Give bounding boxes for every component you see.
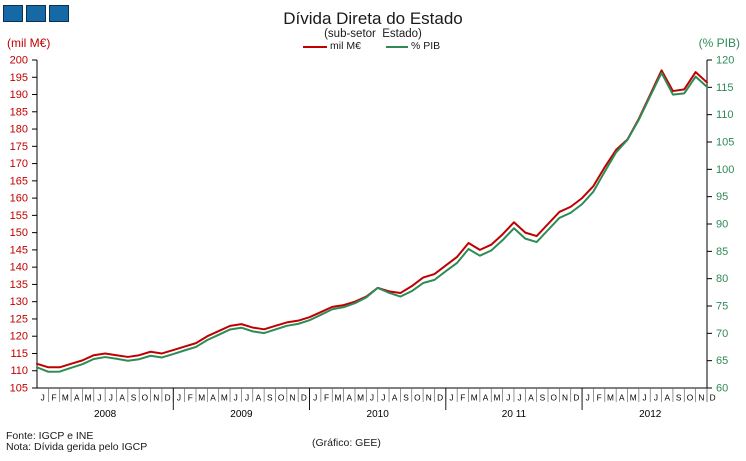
svg-text:J: J bbox=[642, 393, 646, 403]
svg-text:120: 120 bbox=[716, 55, 734, 67]
svg-text:A: A bbox=[528, 393, 534, 403]
svg-text:115: 115 bbox=[716, 82, 734, 94]
svg-text:A: A bbox=[392, 393, 398, 403]
svg-text:170: 170 bbox=[10, 158, 28, 170]
svg-text:130: 130 bbox=[10, 296, 28, 308]
svg-text:D: D bbox=[301, 393, 307, 403]
svg-text:140: 140 bbox=[10, 262, 28, 274]
svg-text:190: 190 bbox=[10, 89, 28, 101]
svg-text:F: F bbox=[460, 393, 465, 403]
svg-text:175: 175 bbox=[10, 141, 28, 153]
svg-text:70: 70 bbox=[716, 328, 728, 340]
svg-text:M: M bbox=[357, 393, 364, 403]
svg-text:D: D bbox=[710, 393, 716, 403]
svg-text:A: A bbox=[119, 393, 125, 403]
svg-text:105: 105 bbox=[716, 137, 734, 149]
svg-text:165: 165 bbox=[10, 175, 28, 187]
svg-text:A: A bbox=[347, 393, 353, 403]
svg-text:J: J bbox=[97, 393, 101, 403]
svg-text:J: J bbox=[518, 393, 522, 403]
svg-text:2008: 2008 bbox=[94, 409, 117, 420]
svg-text:20 11: 20 11 bbox=[502, 409, 527, 420]
svg-text:F: F bbox=[597, 393, 602, 403]
svg-text:S: S bbox=[540, 393, 546, 403]
svg-text:O: O bbox=[687, 393, 694, 403]
svg-text:90: 90 bbox=[716, 219, 728, 231]
svg-text:145: 145 bbox=[10, 244, 28, 256]
svg-text:105: 105 bbox=[10, 383, 28, 395]
svg-text:195: 195 bbox=[10, 72, 28, 84]
svg-text:S: S bbox=[403, 393, 409, 403]
svg-text:J: J bbox=[245, 393, 249, 403]
svg-text:110: 110 bbox=[10, 365, 28, 377]
svg-text:185: 185 bbox=[10, 106, 28, 118]
svg-text:J: J bbox=[586, 393, 590, 403]
svg-text:95: 95 bbox=[716, 191, 728, 203]
svg-text:O: O bbox=[142, 393, 149, 403]
svg-text:J: J bbox=[370, 393, 374, 403]
svg-text:A: A bbox=[664, 393, 670, 403]
svg-text:F: F bbox=[188, 393, 193, 403]
svg-text:M: M bbox=[198, 393, 205, 403]
svg-text:J: J bbox=[41, 393, 45, 403]
svg-text:M: M bbox=[62, 393, 69, 403]
svg-text:N: N bbox=[153, 393, 159, 403]
svg-text:S: S bbox=[267, 393, 273, 403]
svg-text:O: O bbox=[414, 393, 421, 403]
svg-text:125: 125 bbox=[10, 313, 28, 325]
svg-text:A: A bbox=[619, 393, 625, 403]
svg-text:135: 135 bbox=[10, 279, 28, 291]
svg-text:J: J bbox=[449, 393, 453, 403]
svg-text:J: J bbox=[177, 393, 181, 403]
svg-text:O: O bbox=[278, 393, 285, 403]
svg-text:110: 110 bbox=[716, 109, 734, 121]
svg-text:M: M bbox=[334, 393, 341, 403]
svg-text:2012: 2012 bbox=[639, 409, 662, 420]
svg-text:N: N bbox=[562, 393, 568, 403]
svg-text:S: S bbox=[131, 393, 137, 403]
svg-text:M: M bbox=[630, 393, 637, 403]
svg-text:2010: 2010 bbox=[367, 409, 390, 420]
svg-text:A: A bbox=[256, 393, 262, 403]
svg-text:2009: 2009 bbox=[230, 409, 253, 420]
svg-text:60: 60 bbox=[716, 383, 728, 395]
svg-text:115: 115 bbox=[10, 348, 28, 360]
svg-text:J: J bbox=[109, 393, 113, 403]
svg-text:M: M bbox=[471, 393, 478, 403]
svg-text:J: J bbox=[654, 393, 658, 403]
svg-text:J: J bbox=[313, 393, 317, 403]
svg-text:150: 150 bbox=[10, 227, 28, 239]
svg-text:65: 65 bbox=[716, 355, 728, 367]
svg-text:M: M bbox=[607, 393, 614, 403]
svg-text:J: J bbox=[506, 393, 510, 403]
svg-text:N: N bbox=[698, 393, 704, 403]
svg-text:75: 75 bbox=[716, 301, 728, 313]
svg-text:160: 160 bbox=[10, 193, 28, 205]
svg-text:100: 100 bbox=[716, 164, 734, 176]
svg-text:S: S bbox=[676, 393, 682, 403]
svg-text:A: A bbox=[483, 393, 489, 403]
svg-text:M: M bbox=[85, 393, 92, 403]
svg-text:80: 80 bbox=[716, 273, 728, 285]
svg-text:200: 200 bbox=[10, 55, 28, 67]
svg-text:155: 155 bbox=[10, 210, 28, 222]
svg-text:M: M bbox=[221, 393, 228, 403]
svg-text:D: D bbox=[165, 393, 171, 403]
svg-text:D: D bbox=[573, 393, 579, 403]
svg-text:N: N bbox=[426, 393, 432, 403]
svg-text:D: D bbox=[437, 393, 443, 403]
svg-text:A: A bbox=[210, 393, 216, 403]
svg-text:120: 120 bbox=[10, 331, 28, 343]
svg-text:F: F bbox=[324, 393, 329, 403]
svg-text:J: J bbox=[381, 393, 385, 403]
svg-text:85: 85 bbox=[716, 246, 728, 258]
svg-text:N: N bbox=[290, 393, 296, 403]
svg-text:J: J bbox=[234, 393, 238, 403]
svg-text:O: O bbox=[550, 393, 557, 403]
svg-text:F: F bbox=[51, 393, 56, 403]
svg-text:M: M bbox=[493, 393, 500, 403]
svg-text:180: 180 bbox=[10, 124, 28, 136]
svg-text:A: A bbox=[74, 393, 80, 403]
